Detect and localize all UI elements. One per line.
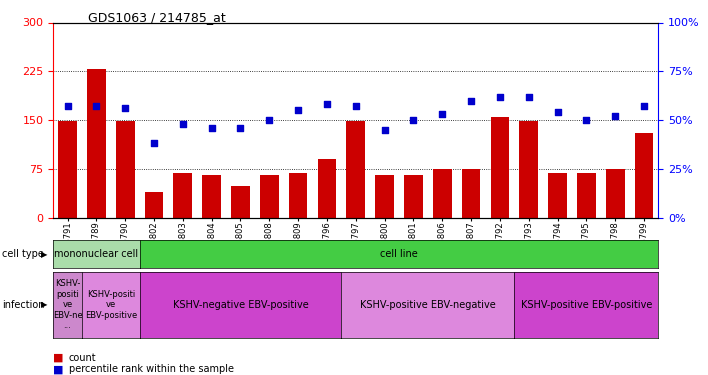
Text: count: count (69, 353, 96, 363)
Text: GDS1063 / 214785_at: GDS1063 / 214785_at (88, 11, 227, 24)
Point (177, 121, 188, 127)
Bar (606, 169, 624, 217)
Text: cell type: cell type (2, 249, 44, 259)
Point (639, 104, 650, 110)
Point (350, 104, 361, 110)
Point (408, 117, 419, 123)
Point (494, 94, 506, 100)
Text: KSHV-negative EBV-positive: KSHV-negative EBV-positive (173, 300, 309, 310)
Point (379, 127, 390, 133)
Bar (173, 173, 192, 217)
Text: cell line: cell line (380, 249, 418, 259)
Point (263, 117, 275, 123)
Bar (491, 117, 509, 218)
Bar (58, 121, 77, 218)
Text: ▶: ▶ (40, 300, 47, 309)
Text: KSHV-positi
ve
EBV-positive: KSHV-positi ve EBV-positive (85, 290, 137, 320)
Text: infection: infection (2, 300, 45, 310)
Bar (202, 175, 221, 217)
Text: percentile rank within the sample: percentile rank within the sample (69, 364, 234, 374)
Bar (116, 121, 135, 218)
Point (465, 98, 476, 104)
Text: ■: ■ (53, 364, 64, 374)
Bar (144, 192, 164, 217)
Bar (260, 175, 279, 217)
Point (62, 104, 73, 110)
Point (292, 107, 304, 113)
Bar (289, 173, 307, 217)
Bar (520, 121, 538, 218)
Point (321, 101, 333, 107)
Point (120, 105, 131, 111)
Bar (433, 169, 452, 217)
Point (610, 113, 621, 119)
Point (552, 109, 564, 115)
Point (523, 94, 535, 100)
Bar (87, 69, 105, 218)
Bar (231, 186, 250, 218)
Bar (346, 121, 365, 218)
Bar (634, 133, 653, 218)
Point (581, 117, 592, 123)
Text: mononuclear cell: mononuclear cell (55, 249, 138, 259)
Bar (318, 159, 336, 218)
Point (206, 125, 217, 131)
Point (437, 111, 448, 117)
Text: ■: ■ (53, 353, 64, 363)
Bar (577, 173, 595, 217)
Text: KSHV-
positi
ve
EBV-ne
...: KSHV- positi ve EBV-ne ... (52, 279, 82, 330)
Point (235, 125, 246, 131)
Point (91, 104, 102, 110)
Bar (462, 169, 481, 217)
Bar (404, 175, 423, 217)
Text: KSHV-positive EBV-negative: KSHV-positive EBV-negative (360, 300, 496, 310)
Text: ▶: ▶ (40, 250, 47, 259)
Point (149, 140, 160, 146)
Bar (375, 175, 394, 217)
Text: KSHV-positive EBV-positive: KSHV-positive EBV-positive (520, 300, 652, 310)
Bar (548, 173, 567, 217)
